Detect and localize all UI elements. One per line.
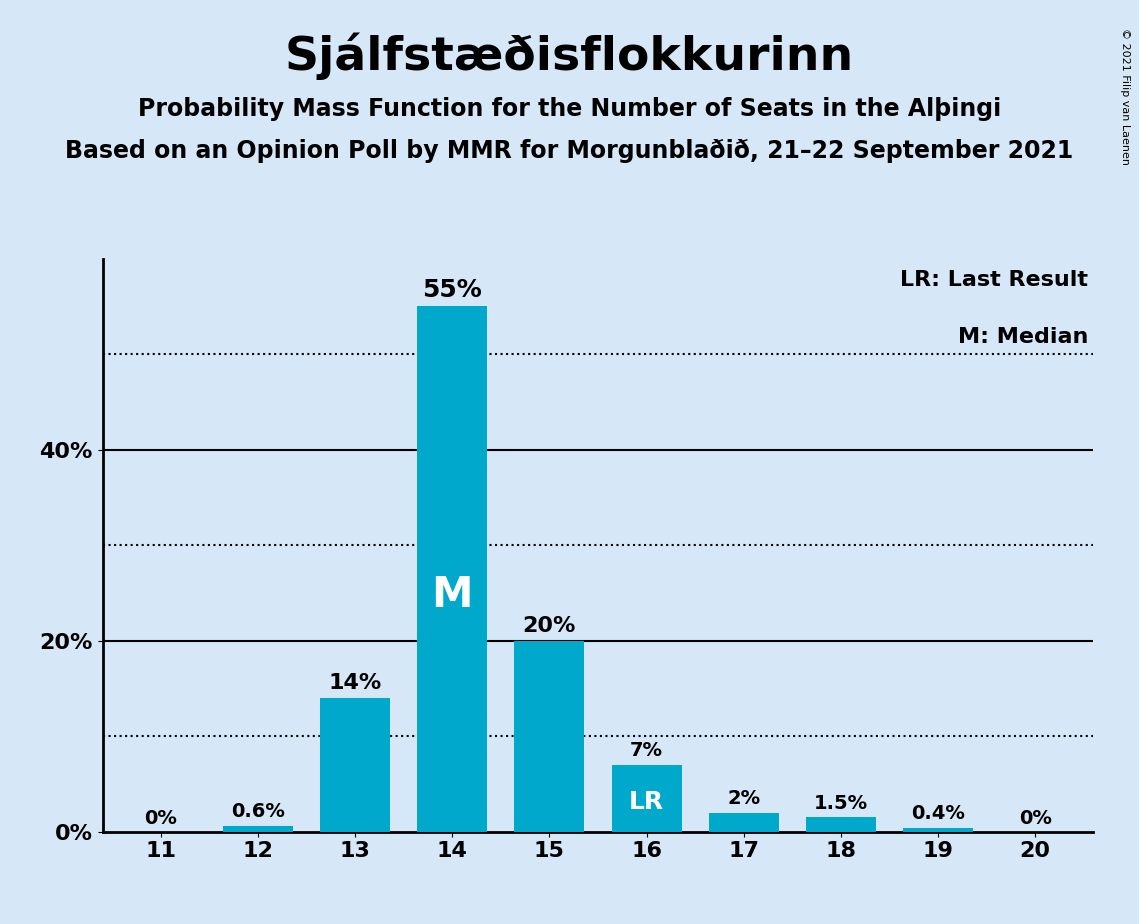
Bar — [223, 826, 293, 832]
Bar — [806, 817, 876, 832]
Text: LR: Last Result: LR: Last Result — [901, 270, 1089, 290]
Bar — [903, 828, 973, 832]
Bar — [515, 640, 584, 832]
Text: 0%: 0% — [145, 808, 178, 828]
Text: M: Median: M: Median — [958, 327, 1089, 347]
Text: 14%: 14% — [328, 674, 382, 693]
Text: 0.6%: 0.6% — [231, 802, 285, 821]
Text: © 2021 Filip van Laenen: © 2021 Filip van Laenen — [1120, 28, 1130, 164]
Bar — [612, 765, 681, 832]
Bar — [417, 307, 487, 832]
Text: LR: LR — [629, 789, 664, 813]
Text: 0.4%: 0.4% — [911, 804, 965, 823]
Text: 7%: 7% — [630, 741, 663, 760]
Text: 55%: 55% — [423, 278, 482, 301]
Text: 2%: 2% — [727, 789, 760, 808]
Bar — [708, 812, 779, 832]
Text: M: M — [432, 575, 473, 616]
Text: 0%: 0% — [1018, 808, 1051, 828]
Text: Sjálfstæðisflokkurinn: Sjálfstæðisflokkurinn — [285, 32, 854, 79]
Text: 1.5%: 1.5% — [813, 794, 868, 812]
Bar — [320, 698, 390, 832]
Text: 20%: 20% — [523, 616, 576, 636]
Text: Based on an Opinion Poll by MMR for Morgunblaðið, 21–22 September 2021: Based on an Opinion Poll by MMR for Morg… — [65, 139, 1074, 163]
Text: Probability Mass Function for the Number of Seats in the Alþingi: Probability Mass Function for the Number… — [138, 97, 1001, 121]
